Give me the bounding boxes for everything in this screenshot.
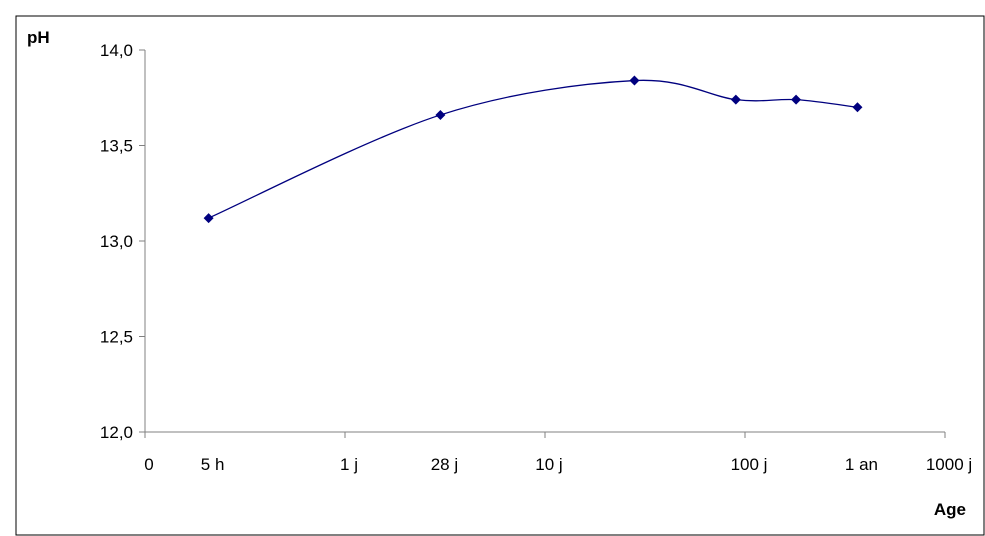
x-tick-label: 1 j [340, 455, 358, 474]
data-point-marker [791, 94, 802, 105]
data-point-marker [852, 102, 863, 113]
series-line [208, 79, 858, 219]
y-tick-label: 13,5 [100, 137, 133, 156]
x-tick-group: 0 5 h 1 j 28 j 10 j 100 j 1 an 1000 j [144, 432, 972, 474]
data-point-marker [629, 75, 640, 86]
y-tick-label: 12,5 [100, 328, 133, 347]
series-markers [203, 75, 863, 224]
data-point-marker [435, 109, 446, 120]
x-axis-title: Age [934, 500, 966, 519]
x-tick-label: 1000 j [926, 455, 972, 474]
x-tick-label: 0 [144, 455, 153, 474]
x-tick-label: 28 j [431, 455, 458, 474]
y-axis-title: pH [27, 28, 50, 47]
x-tick-label: 10 j [535, 455, 562, 474]
chart-border [15, 15, 985, 536]
y-tick-label: 14,0 [100, 41, 133, 60]
data-point-marker [730, 94, 741, 105]
x-tick-label: 5 h [201, 455, 225, 474]
y-tick-label: 13,0 [100, 232, 133, 251]
y-tick-label: 12,0 [100, 423, 133, 442]
y-tick-group: 12,0 12,5 13,0 13,5 14,0 [100, 41, 145, 442]
x-tick-label: 1 an [845, 455, 878, 474]
data-point-marker [203, 213, 214, 224]
x-tick-label: 100 j [731, 455, 768, 474]
